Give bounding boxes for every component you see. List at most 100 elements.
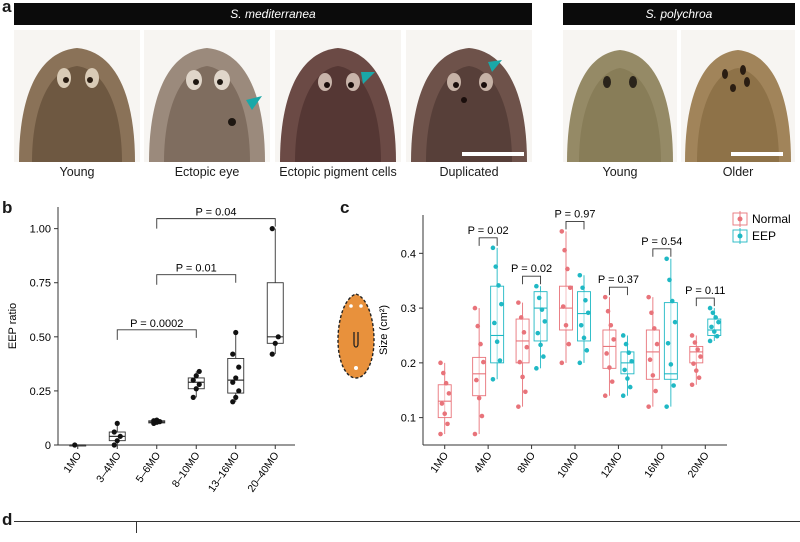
normal-point [647, 357, 653, 363]
eep-point [711, 329, 717, 334]
normal-box [645, 329, 660, 380]
normal-point [653, 388, 658, 394]
normal-point [478, 341, 483, 347]
eep-point [577, 272, 583, 278]
normal-point [604, 351, 609, 356]
normal-point [446, 391, 452, 396]
eep-point [585, 310, 591, 316]
eep-point [497, 358, 503, 363]
eep-point [539, 307, 545, 312]
y-tick-label: 1.00 [30, 224, 51, 236]
photo-young-polychroa [563, 30, 677, 162]
data-point [233, 329, 239, 336]
normal-point [692, 340, 698, 345]
normal-point [516, 300, 521, 305]
arrowhead-icon [361, 72, 375, 84]
normal-point [439, 401, 445, 406]
normal-point [518, 315, 524, 320]
caption-ectopic-pigment: Ectopic pigment cells [279, 165, 397, 179]
normal-point [559, 360, 565, 366]
y-axis-label: EEP ratio [7, 303, 19, 349]
normal-box [602, 329, 617, 369]
scale-bar [462, 152, 524, 156]
comparison-bracket [156, 218, 276, 229]
data-point [190, 377, 196, 383]
comparison-bracket [652, 248, 672, 257]
normal-point [517, 359, 523, 365]
y-tick-label: 0 [45, 440, 51, 452]
normal-point [605, 308, 611, 314]
normal-point [651, 326, 657, 331]
eep-point [707, 338, 713, 344]
y-tick-label: 0.4 [401, 248, 416, 260]
normal-point [562, 247, 567, 253]
eep-point [584, 348, 590, 353]
panel-b-letter: b [2, 198, 13, 217]
normal-point [602, 393, 608, 399]
normal-point [559, 229, 565, 234]
eep-point [493, 264, 499, 269]
data-point [236, 364, 242, 370]
x-tick-label: 1MO [428, 450, 451, 476]
eep-point [707, 305, 713, 311]
eep-point [536, 295, 542, 301]
x-tick-label: 12MO [599, 450, 625, 480]
data-point [114, 420, 120, 426]
data-point [230, 399, 236, 405]
normal-point [523, 389, 528, 395]
x-tick-label: 10MO [555, 450, 581, 480]
x-tick-label: 13–16MO [206, 450, 242, 495]
eep-point [668, 362, 674, 367]
eep-point [620, 333, 626, 338]
legend-label: EEP [752, 229, 776, 243]
photo-young-mediterranea [14, 30, 140, 162]
data-point [230, 351, 236, 357]
eep-point [494, 339, 500, 345]
eep-point [583, 297, 588, 303]
normal-point [689, 382, 695, 388]
eep-point [626, 350, 632, 355]
comparison-bracket [608, 286, 628, 296]
y-axis-label: Size (cm²) [378, 305, 390, 355]
eep-point [667, 277, 672, 283]
normal-box [472, 356, 487, 397]
panel-d-table-frame [14, 521, 800, 542]
normal-point [524, 344, 530, 350]
panel-a-letter: a [2, 0, 12, 16]
photo-older-polychroa [681, 30, 795, 162]
x-tick-label: 4MO [472, 450, 495, 476]
p-value-label: P = 0.11 [685, 285, 725, 297]
photo-ectopic-eye [144, 30, 270, 162]
legend-swatch-dot [737, 233, 743, 239]
eep-box [490, 285, 505, 364]
normal-point [650, 373, 656, 378]
normal-point [696, 375, 702, 381]
eep-point [713, 315, 718, 320]
scale-bar [731, 152, 783, 156]
comparison-bracket [478, 237, 498, 246]
p-value-label: P = 0.0002 [130, 318, 183, 330]
caption-young: Young [59, 165, 95, 179]
normal-point [520, 374, 525, 380]
eep-point [490, 245, 496, 251]
x-tick-label: 16MO [642, 450, 668, 480]
eep-point [710, 310, 716, 316]
eep-point [578, 323, 584, 328]
y-tick-label: 0.1 [401, 413, 416, 425]
normal-point [479, 413, 485, 419]
x-tick-label: 5–6MO [134, 450, 164, 485]
eep-point [623, 341, 629, 347]
eep-point [534, 283, 539, 289]
normal-point [563, 323, 569, 328]
eep-box [533, 291, 548, 342]
normal-point [472, 305, 478, 311]
data-point [230, 379, 236, 385]
comparison-bracket [522, 275, 542, 285]
eep-point [577, 360, 583, 366]
normal-point [654, 341, 660, 347]
comparison-bracket [565, 220, 585, 230]
normal-point [698, 354, 703, 359]
data-point [114, 438, 120, 444]
eep-point [534, 366, 539, 371]
eep-point [665, 340, 671, 346]
